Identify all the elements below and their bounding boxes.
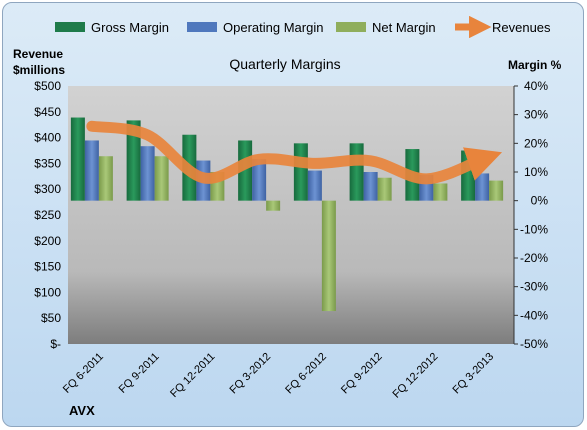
right-tick-label: 0% <box>531 194 549 208</box>
left-tick-label: $150 <box>34 260 61 274</box>
left-tick-label: $300 <box>34 182 61 196</box>
bar-net-margin <box>377 177 392 201</box>
right-tick-label: -20% <box>520 251 548 265</box>
bar-net-margin <box>154 156 169 201</box>
quarterly-margins-chart: Gross Margin Operating Margin Net Margin… <box>13 15 562 418</box>
x-tick-label: FQ 3-2013 <box>451 351 497 397</box>
bar-net-margin <box>321 200 336 312</box>
source-label: AVX <box>69 403 95 418</box>
left-tick-label: $400 <box>34 131 61 145</box>
bar-net-margin <box>433 183 448 201</box>
right-tick-label: -10% <box>520 222 548 236</box>
x-tick-label: FQ 12-2011 <box>168 351 217 400</box>
legend: Gross Margin Operating Margin Net Margin… <box>55 15 551 39</box>
left-tick-label: $350 <box>34 156 61 170</box>
chart-frame: Gross Margin Operating Margin Net Margin… <box>2 2 584 427</box>
bar-operating-margin <box>84 140 99 201</box>
chart-title: Quarterly Margins <box>229 56 340 72</box>
left-tick-label: $500 <box>34 79 61 93</box>
right-tick-label: 10% <box>524 165 548 179</box>
legend-label-revenues: Revenues <box>492 20 551 35</box>
right-axis: -50% -40% -30% -20% -10% 0% 10% 20% 30% 40% <box>513 79 549 351</box>
bar-gross-margin <box>126 120 141 201</box>
bar-gross-margin <box>293 143 308 201</box>
bar-net-margin <box>489 180 504 201</box>
left-tick-label: $200 <box>34 234 61 248</box>
bar-gross-margin <box>70 117 85 201</box>
bar-operating-margin <box>307 170 322 201</box>
left-tick-label: $100 <box>34 285 61 299</box>
right-tick-label: -50% <box>520 337 548 351</box>
x-tick-label: FQ 3-2012 <box>228 351 274 397</box>
x-axis: FQ 6-2011 FQ 9-2011 FQ 12-2011 FQ 3-2012 FQ … <box>61 351 496 401</box>
bar-gross-margin <box>238 140 253 201</box>
legend-label-net-margin: Net Margin <box>372 20 436 35</box>
bar-operating-margin <box>252 159 267 201</box>
left-tick-label: $- <box>50 337 61 351</box>
bar-operating-margin <box>140 146 155 201</box>
right-tick-label: -30% <box>520 280 548 294</box>
bar-net-margin <box>98 156 113 201</box>
legend-swatch-net-margin <box>336 22 366 32</box>
bars <box>70 117 504 312</box>
left-tick-label: $50 <box>41 311 61 325</box>
x-tick-label: FQ 9-2011 <box>117 351 162 396</box>
legend-label-operating-margin: Operating Margin <box>223 20 323 35</box>
revenue-line <box>86 120 503 185</box>
bar-operating-margin <box>363 172 378 201</box>
bar-operating-margin <box>475 173 490 201</box>
legend-swatch-gross-margin <box>55 22 85 32</box>
right-tick-label: -40% <box>520 308 548 322</box>
left-tick-label: $450 <box>34 105 61 119</box>
bar-gross-margin <box>349 143 364 201</box>
left-axis-title-line2: $millions <box>13 63 65 77</box>
x-tick-label: FQ 6-2011 <box>61 351 106 396</box>
left-tick-label: $250 <box>34 208 61 222</box>
x-tick-label: FQ 9-2012 <box>339 351 385 397</box>
revenues-line <box>86 120 503 185</box>
legend-swatch-operating-margin <box>187 22 217 32</box>
right-tick-label: 30% <box>524 108 548 122</box>
legend-label-gross-margin: Gross Margin <box>91 20 169 35</box>
left-axis-title-line1: Revenue <box>13 47 63 61</box>
bar-net-margin <box>266 200 281 211</box>
x-tick-label: FQ 12-2012 <box>391 351 441 401</box>
right-tick-label: 20% <box>524 136 548 150</box>
left-axis: $- $50 $100 $150 $200 $250 $300 $350 $400 $450 $50… <box>34 79 61 351</box>
right-tick-label: 40% <box>524 79 548 93</box>
right-axis-title: Margin % <box>508 58 562 72</box>
x-tick-label: FQ 6-2012 <box>283 351 329 397</box>
